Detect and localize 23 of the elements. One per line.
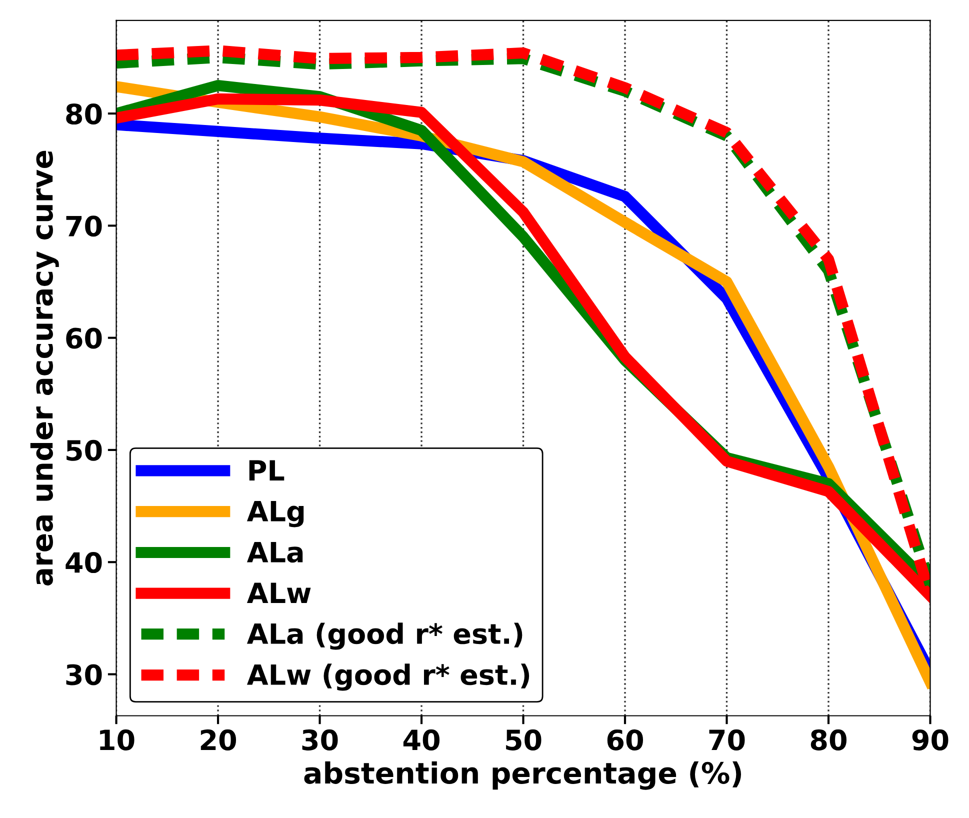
legend-label: ALa (good r* est.) [246, 622, 522, 650]
y-tick-label: 40 [66, 552, 102, 574]
x-tick-label: 30 [302, 729, 338, 750]
y-tick-label: 70 [66, 216, 102, 237]
y-axis-title: area under accuracy curve [30, 150, 59, 586]
x-tick-label: 50 [506, 729, 542, 750]
x-tick-label: 20 [200, 729, 236, 750]
legend-label: ALw [246, 582, 311, 603]
x-tick-label: 80 [810, 729, 846, 750]
y-tick-label: 80 [66, 103, 102, 124]
legend-label: PL [249, 460, 284, 480]
x-axis-title: abstention percentage (%) [304, 761, 742, 790]
y-tick-label: 50 [66, 440, 102, 461]
legend-label: ALg [246, 500, 304, 528]
x-tick-label: 10 [100, 729, 134, 750]
y-tick-label: 60 [66, 328, 102, 349]
legend-label: ALw (good r* est.) [246, 664, 530, 691]
x-tick-label: 40 [403, 729, 440, 750]
x-tick-label: 70 [709, 729, 745, 750]
y-tick-label: 30 [66, 664, 102, 686]
legend-label: ALa [246, 542, 303, 563]
x-tick-label: 60 [607, 729, 644, 750]
x-tick-label: 90 [912, 729, 948, 750]
